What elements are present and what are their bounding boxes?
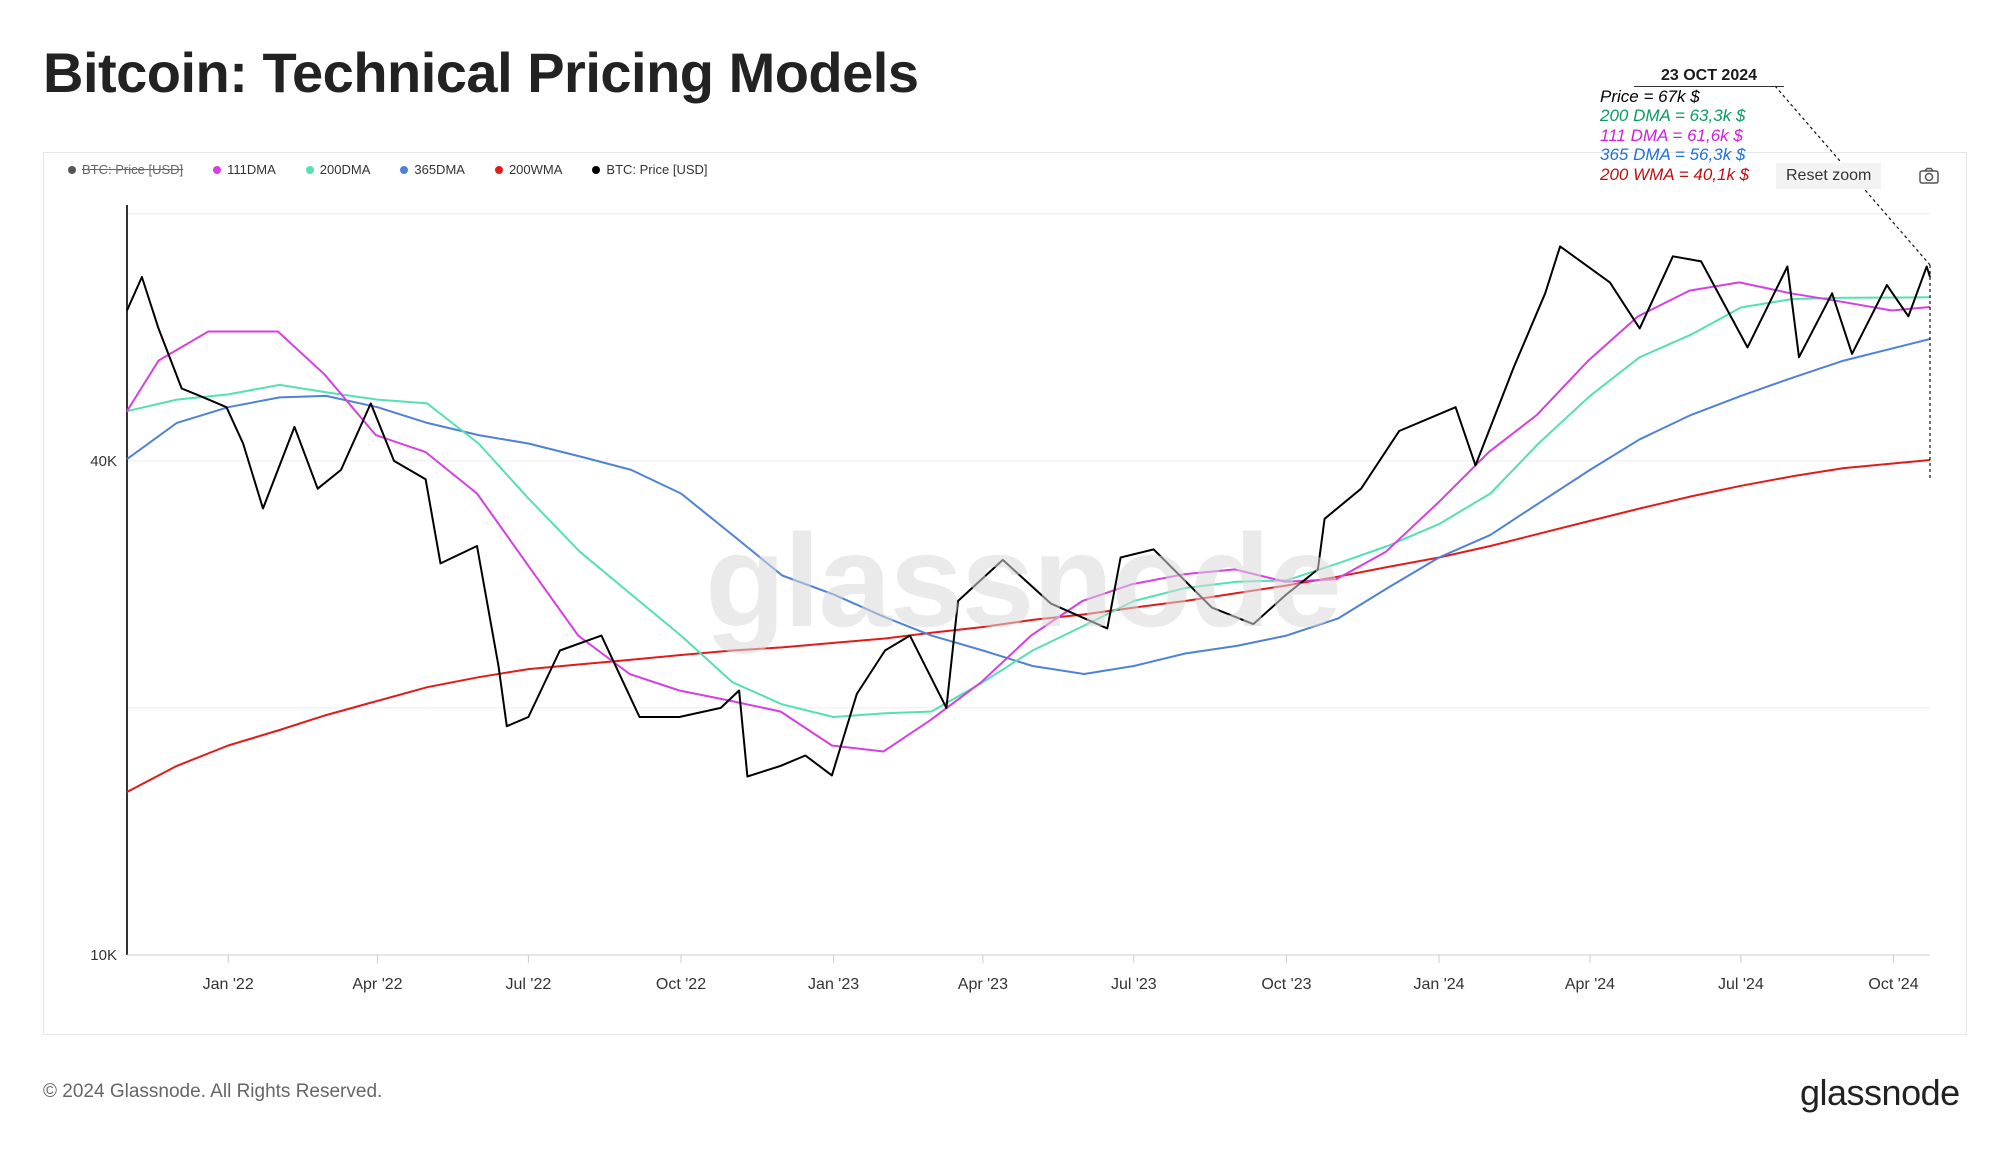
- legend-marker: [400, 165, 409, 174]
- tooltip-line: 200 WMA = 40,1k $: [1600, 164, 1750, 184]
- legend-marker: [305, 165, 314, 174]
- watermark: glassnode: [705, 507, 1342, 654]
- x-tick-label: Oct '24: [1868, 976, 1918, 993]
- axes-layer: 10K 40K Jan '22 Apr '22 Jul '22 Oct '22 Jan '2…: [90, 205, 1930, 993]
- legend-label: 365DMA: [414, 162, 465, 177]
- x-tick-label: Jul '22: [506, 976, 552, 993]
- legend-label: BTC: Price [USD]: [82, 162, 184, 177]
- x-tick-label: Apr '23: [958, 976, 1008, 993]
- legend-item[interactable]: 200DMA: [305, 162, 371, 177]
- y-tick-label: 10K: [90, 947, 117, 964]
- legend-item[interactable]: BTC: Price [USD]: [592, 162, 708, 177]
- legend-marker: [592, 165, 601, 174]
- x-tick-label: Oct '23: [1261, 976, 1311, 993]
- x-tick-label: Jul '23: [1111, 976, 1157, 993]
- legend-item[interactable]: BTC: Price [USD]: [68, 162, 183, 177]
- page-title: Bitcoin: Technical Pricing Models: [43, 41, 919, 104]
- y-tick-label: 40K: [90, 453, 117, 470]
- x-tick-label: Apr '22: [352, 976, 402, 993]
- x-tick-label: Jan '23: [808, 976, 859, 993]
- series-line-111dma: [126, 281, 1931, 753]
- series-line-200dma: [126, 296, 1931, 718]
- tooltip-date: 23 OCT 2024: [1634, 66, 1784, 87]
- tooltip-line: 200 DMA = 63,3k $: [1600, 106, 1746, 125]
- series-layer: [126, 245, 1931, 793]
- legend-item[interactable]: 111DMA: [213, 162, 276, 177]
- legend-marker: [213, 165, 222, 174]
- tooltip-line: 365 DMA = 56,3k $: [1600, 145, 1746, 164]
- chart-legend: BTC: Price [USD] 111DMA 200DMA 365DMA 200WMA…: [68, 162, 708, 177]
- legend-label: BTC: Price [USD]: [606, 162, 708, 177]
- series-line-200wma: [126, 459, 1931, 793]
- tooltip-line: 111 DMA = 61,6k $: [1600, 125, 1743, 145]
- legend-label: 200DMA: [319, 162, 371, 177]
- chart-frame: [43, 152, 1967, 1035]
- x-tick-label: Apr '24: [1565, 976, 1615, 993]
- x-tick-label: Jul '24: [1718, 976, 1764, 993]
- series-line-btc-price-usd-: [126, 245, 1931, 778]
- legend-marker: [68, 165, 76, 174]
- copyright-text: © 2024 Glassnode. All Rights Reserved.: [43, 1081, 383, 1102]
- reset-zoom-button[interactable]: Reset zoom: [1776, 163, 1882, 189]
- legend-marker: [494, 165, 503, 174]
- glassnode-logo: glassnode: [1800, 1072, 1960, 1113]
- x-tick-label: Jan '24: [1413, 976, 1464, 993]
- legend-label: 200WMA: [508, 162, 563, 177]
- chart-tooltip: 23 OCT 2024 Price = 67k $200 DMA = 63,3k…: [1600, 66, 1820, 184]
- x-tick-label: Jan '22: [203, 976, 254, 993]
- legend-item[interactable]: 365DMA: [400, 162, 465, 177]
- legend-label: 111DMA: [227, 162, 276, 177]
- tooltip-line: Price = 67k $: [1600, 86, 1700, 106]
- camera-icon[interactable]: [1919, 167, 1939, 185]
- legend-item[interactable]: 200WMA: [494, 162, 563, 177]
- x-tick-label: Oct '22: [656, 976, 706, 993]
